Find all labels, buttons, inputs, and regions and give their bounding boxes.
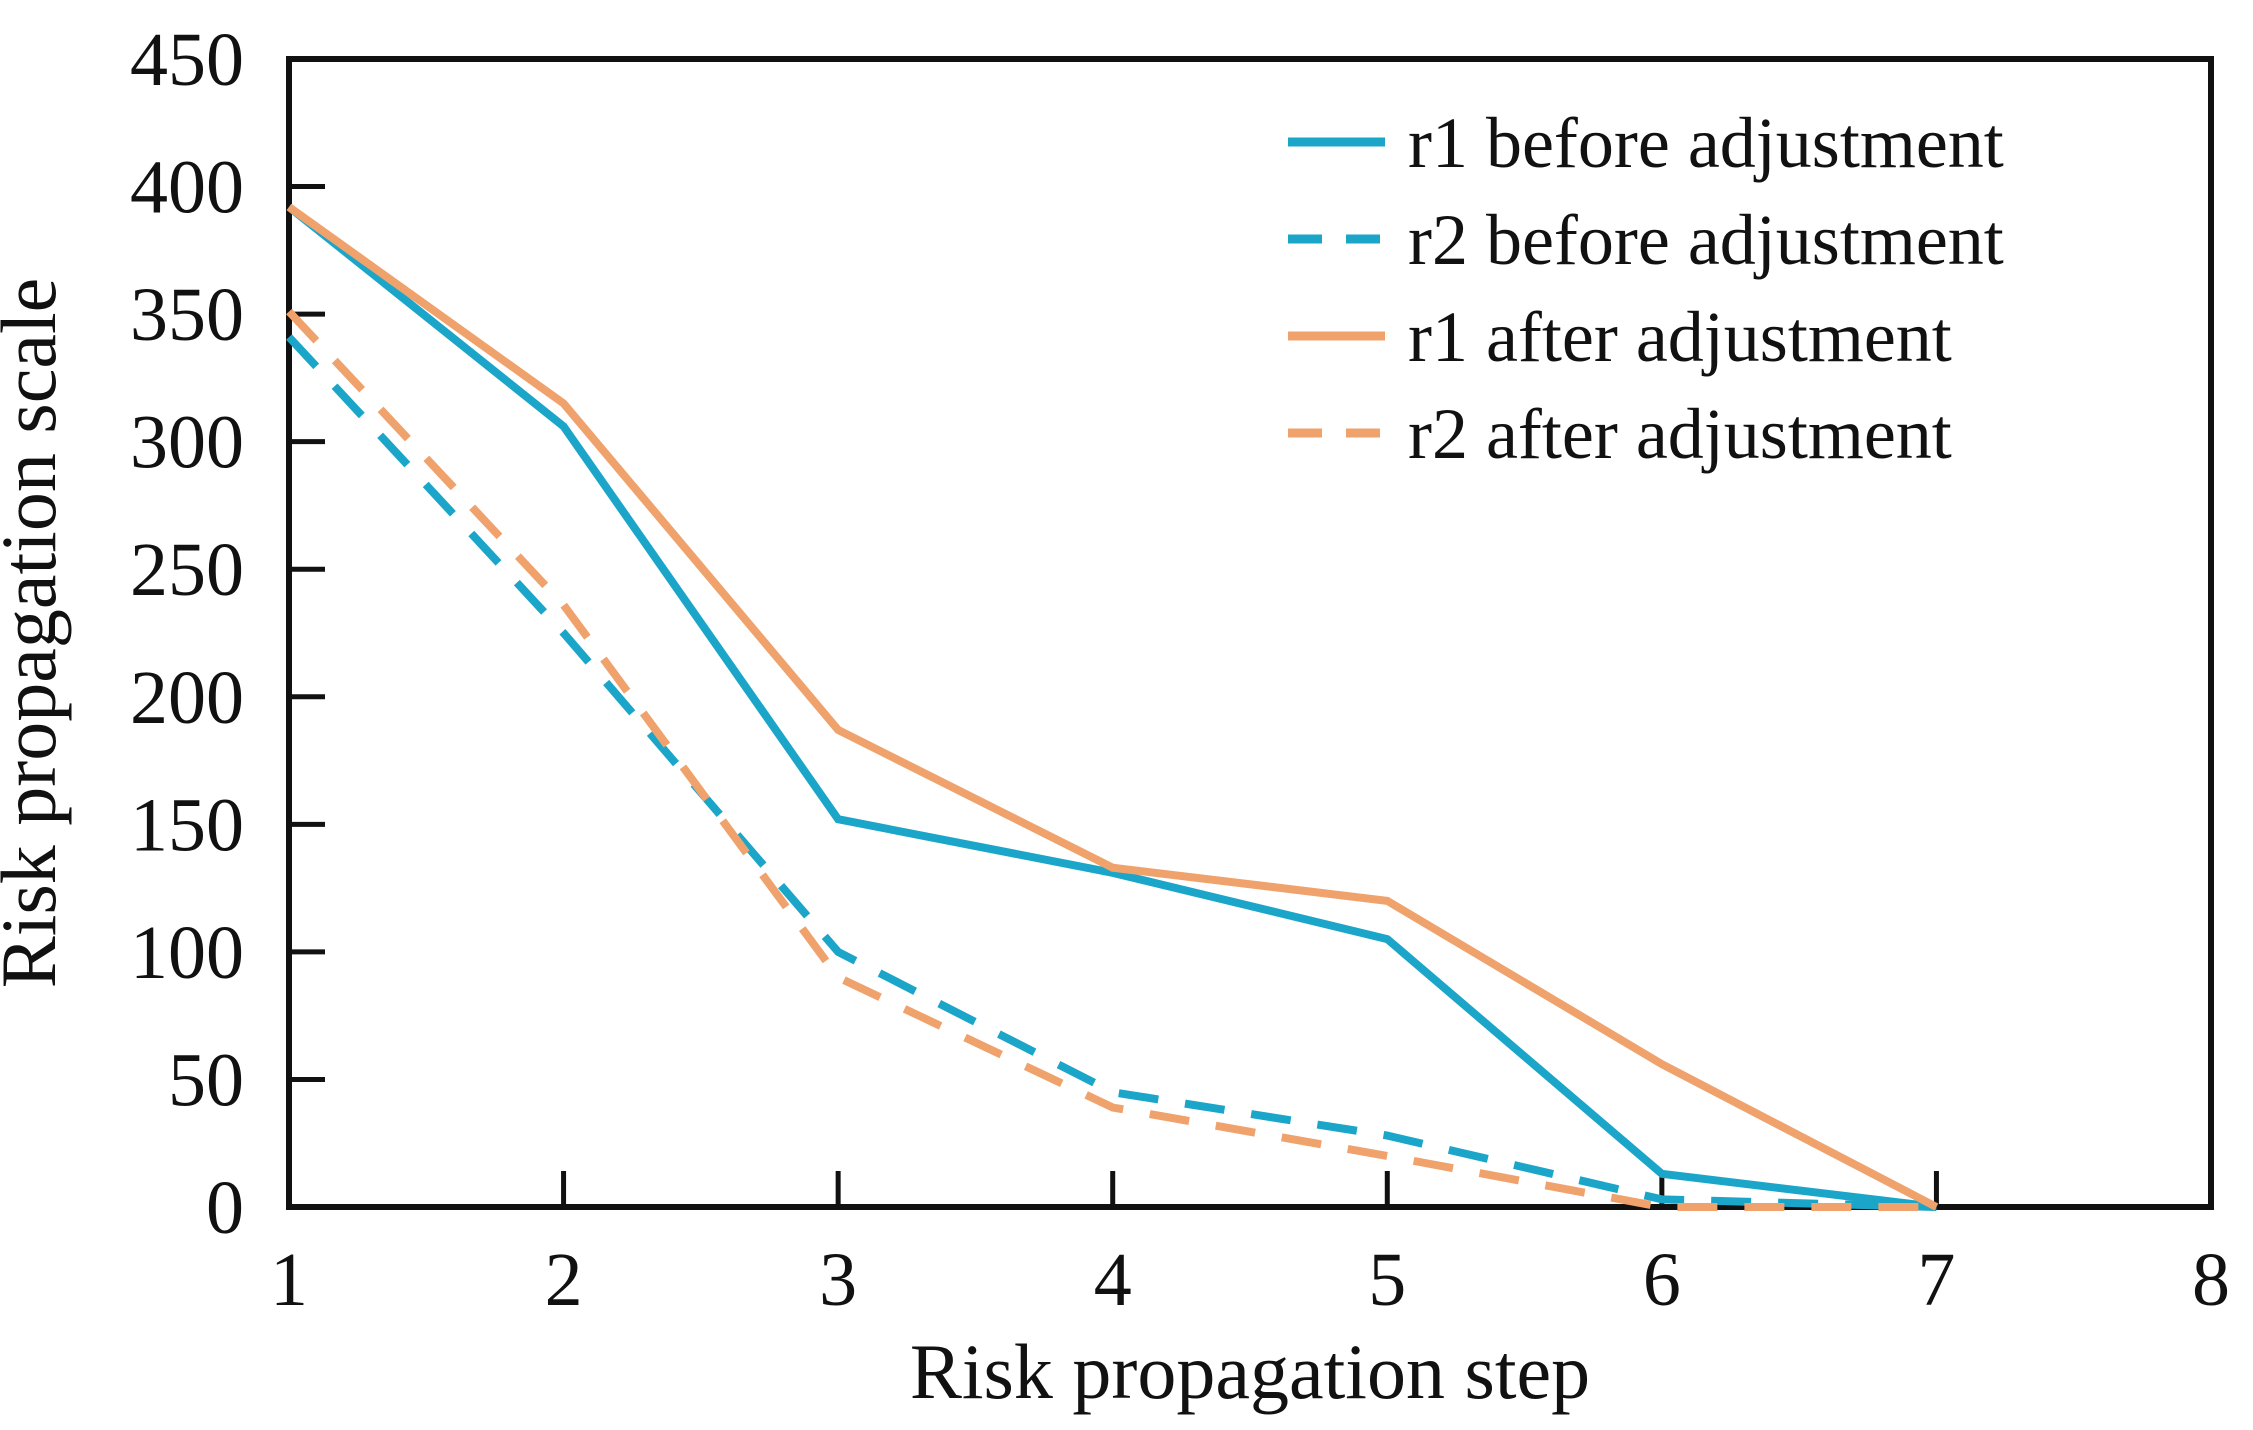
x-tick-label: 8: [2192, 1238, 2230, 1322]
x-tick-label: 2: [545, 1238, 583, 1322]
series-line-r2-after-adjustment: [286, 308, 1937, 1211]
legend-label: r2 before adjustment: [1408, 200, 2004, 280]
y-axis-title: Risk propagation scale: [0, 278, 72, 989]
y-tick-label: 250: [130, 528, 244, 612]
legend-label: r2 after adjustment: [1408, 394, 1952, 474]
x-axis-title: Risk propagation step: [910, 1328, 1590, 1415]
x-tick-label: 1: [270, 1238, 308, 1322]
series-line-r1-after-adjustment: [286, 203, 1939, 1211]
x-tick-label: 5: [1368, 1238, 1406, 1322]
legend-label: r1 before adjustment: [1408, 103, 2004, 183]
x-tick-label: 7: [1917, 1238, 1955, 1322]
x-axis-tick-labels: 1 2 3 4 5 6 7 8: [270, 1238, 2230, 1322]
y-tick-label: 0: [206, 1166, 244, 1250]
series-line-r2-before-adjustment: [286, 334, 1937, 1211]
legend-item: r2 after adjustment: [1288, 394, 1952, 474]
x-tick-label: 3: [819, 1238, 857, 1322]
y-axis-ticks: [289, 184, 325, 1082]
y-tick-label: 50: [168, 1038, 244, 1122]
plot-frame: [286, 56, 2214, 1210]
legend: r1 before adjustment r2 before adjustment…: [1288, 103, 2004, 474]
y-tick-label: 150: [130, 783, 244, 867]
x-tick-label: 4: [1094, 1238, 1132, 1322]
y-tick-label: 100: [130, 911, 244, 995]
series-line-r1-before-adjustment: [286, 203, 1937, 1211]
y-tick-label: 450: [130, 18, 244, 102]
legend-item: r1 after adjustment: [1288, 297, 1952, 377]
y-tick-label: 350: [130, 273, 244, 357]
y-axis-tick-labels: 0 50 100 150 200 250 300 350 400 450: [130, 18, 244, 1250]
legend-item: r1 before adjustment: [1288, 103, 2004, 183]
y-tick-label: 300: [130, 401, 244, 485]
series-lines: [286, 203, 1939, 1211]
legend-label: r1 after adjustment: [1408, 297, 1952, 377]
y-tick-label: 400: [130, 146, 244, 230]
y-tick-label: 200: [130, 656, 244, 740]
legend-item: r2 before adjustment: [1288, 200, 2004, 280]
x-tick-label: 6: [1643, 1238, 1681, 1322]
